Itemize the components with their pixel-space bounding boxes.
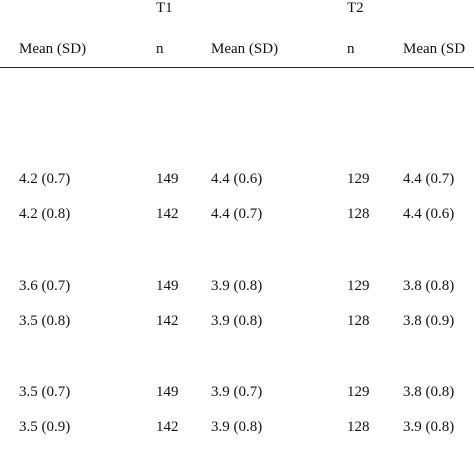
table-cell: 4.4 (0.7)	[403, 171, 455, 187]
table-cell: 129	[347, 278, 370, 294]
column-header-mean-sd-t1: Mean (SD)	[211, 41, 279, 57]
table-cell: 3.9 (0.8)	[211, 313, 263, 329]
table-cell: 3.5 (0.9)	[19, 419, 71, 435]
column-header-n-t1: n	[156, 41, 164, 57]
table-cell: 3.8 (0.9)	[403, 313, 455, 329]
table-cell: 142	[156, 313, 179, 329]
table-cell: 4.4 (0.7)	[211, 206, 263, 222]
header-rule	[0, 67, 474, 68]
table-cell: 3.5 (0.7)	[19, 384, 71, 400]
table-cell: 129	[347, 171, 370, 187]
group-header-t1: T1	[156, 0, 173, 16]
table-cell: 4.4 (0.6)	[403, 206, 455, 222]
table-cell: 3.5 (0.8)	[19, 313, 71, 329]
column-header-mean-sd-baseline: Mean (SD)	[19, 41, 87, 57]
table-cell: 128	[347, 313, 370, 329]
table-cell: 4.2 (0.8)	[19, 206, 71, 222]
table-cell: 3.9 (0.8)	[403, 419, 455, 435]
table-cell: 4.2 (0.7)	[19, 171, 71, 187]
group-header-t2: T2	[347, 0, 364, 16]
table-cell: 3.8 (0.8)	[403, 384, 455, 400]
table-cell: 149	[156, 384, 179, 400]
table-cell: 128	[347, 419, 370, 435]
table-cell: 3.9 (0.7)	[211, 384, 263, 400]
column-header-n-t2: n	[347, 41, 355, 57]
table-cell: 3.9 (0.8)	[211, 278, 263, 294]
table-cell: 129	[347, 384, 370, 400]
column-header-mean-sd-t2: Mean (SD	[403, 41, 466, 57]
table-cell: 4.4 (0.6)	[211, 171, 263, 187]
table-cell: 142	[156, 206, 179, 222]
table-cell: 3.9 (0.8)	[211, 419, 263, 435]
table-cell: 3.6 (0.7)	[19, 278, 71, 294]
table-cell: 149	[156, 171, 179, 187]
table-cell: 142	[156, 419, 179, 435]
table-cell: 149	[156, 278, 179, 294]
table-cell: 128	[347, 206, 370, 222]
table-cell: 3.8 (0.8)	[403, 278, 455, 294]
